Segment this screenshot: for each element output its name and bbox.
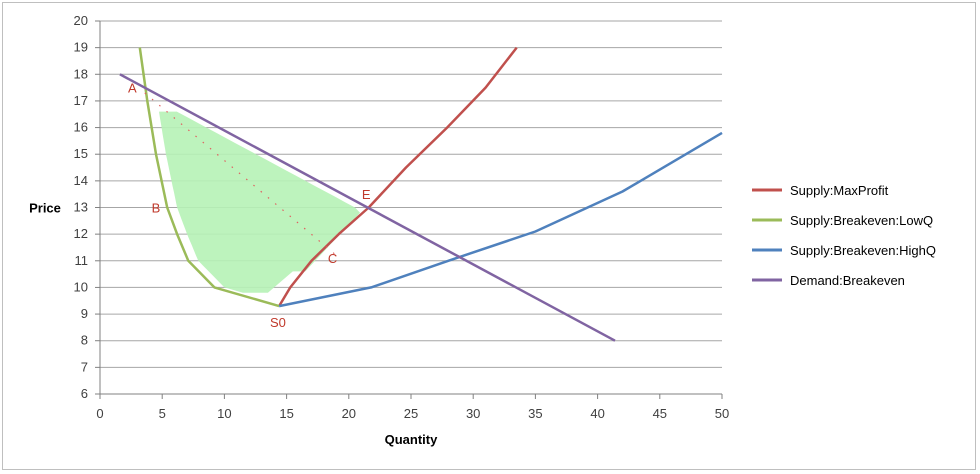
y-tick-label: 9 — [81, 306, 88, 321]
x-tick-label: 30 — [466, 406, 480, 421]
x-tick-label: 15 — [279, 406, 293, 421]
y-tick-label: 11 — [75, 253, 89, 268]
series-line-3 — [278, 131, 723, 308]
point-label-s0: S0 — [270, 315, 286, 330]
point-label-b: B — [152, 201, 161, 216]
y-tick-label: 10 — [74, 279, 88, 294]
x-tick-label: 40 — [590, 406, 604, 421]
legend-entry: Supply:Breakeven:HighQ — [790, 243, 936, 258]
y-tick-label: 19 — [74, 40, 88, 55]
legend-entry: Supply:MaxProfit — [790, 183, 889, 198]
point-label-e: E — [362, 187, 371, 202]
dotted-chord-line — [144, 92, 337, 256]
series-lines — [119, 46, 723, 342]
y-axis-title: Price — [29, 201, 61, 216]
y-tick-label: 12 — [74, 226, 88, 241]
x-tick-label: 45 — [653, 406, 667, 421]
y-tick-label: 13 — [74, 200, 88, 215]
x-tick-label: 50 — [715, 406, 729, 421]
legend-entry: Demand:Breakeven — [790, 273, 905, 288]
legend-entry: Supply:Breakeven:LowQ — [790, 213, 933, 228]
x-tick-label: 5 — [159, 406, 166, 421]
y-tick-label: 16 — [74, 120, 88, 135]
point-label-a: A — [128, 81, 137, 96]
y-tick-label: 18 — [74, 66, 88, 81]
y-tick-label: 8 — [81, 333, 88, 348]
x-tick-label: 0 — [96, 406, 103, 421]
y-tick-label: 15 — [74, 146, 88, 161]
tick-labels: 6 7 8 9 10 11 12 13 14 15 16 17 18 19 20 0 5 10 15 20 25 30 35… — [74, 13, 730, 421]
x-tick-label: 35 — [528, 406, 542, 421]
x-tick-label: 25 — [404, 406, 418, 421]
x-tick-label: 10 — [217, 406, 231, 421]
y-tick-label: 17 — [74, 93, 88, 108]
y-tick-label: 6 — [81, 386, 88, 401]
series-line-2 — [138, 47, 280, 308]
point-annotations: A B E C S0 — [128, 81, 371, 330]
y-tick-label: 14 — [74, 173, 88, 188]
x-axis-title: Quantity — [385, 432, 438, 447]
point-label-c: C — [328, 251, 337, 266]
x-tick-label: 20 — [342, 406, 356, 421]
shaded-region — [159, 111, 360, 293]
feasible-region — [159, 111, 360, 293]
y-tick-label: 7 — [81, 359, 88, 374]
legend: Supply:MaxProfit Supply:Breakeven:LowQ Sup… — [752, 183, 936, 288]
series-line-4 — [119, 73, 616, 342]
y-tick-label: 20 — [74, 13, 88, 28]
